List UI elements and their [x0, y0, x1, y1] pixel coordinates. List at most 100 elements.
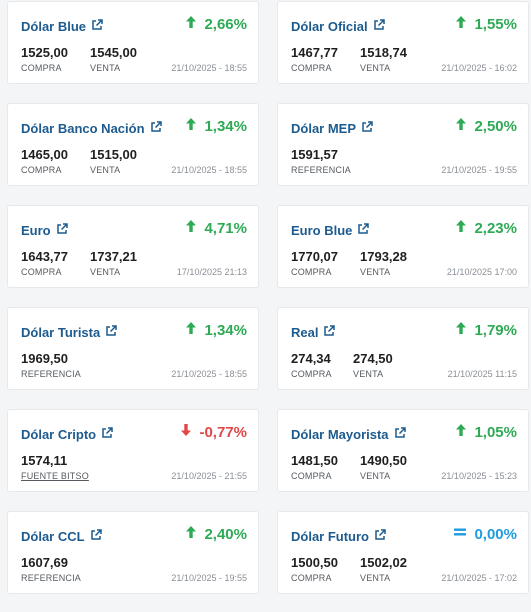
price-label: VENTA: [353, 369, 384, 379]
price-label: VENTA: [360, 573, 391, 583]
price-label: COMPRA: [291, 63, 332, 73]
quote-title: Dólar Blue: [21, 19, 87, 34]
external-link-icon: [352, 223, 370, 238]
price-label: VENTA: [90, 165, 121, 175]
price-value: 1502,02: [360, 555, 407, 570]
quote-title-link[interactable]: Dólar Blue: [21, 19, 103, 34]
price-label: REFERENCIA: [291, 165, 352, 175]
quote-title: Dólar Turista: [21, 325, 101, 340]
change-indicator: -0,77%: [180, 423, 247, 441]
update-date: 21/10/2025 11:15: [447, 369, 517, 379]
arrow-up-icon: [185, 117, 204, 135]
update-date: 21/10/2025 - 17:02: [441, 573, 517, 583]
quote-title: Euro Blue: [291, 223, 353, 238]
quote-title-link[interactable]: Dólar MEP: [291, 121, 373, 136]
quote-card-euro: Euro 4,71% 1643,77 COMPRA 1737,21 VENTA 17/10/…: [7, 205, 259, 288]
quote-card-dolar-mep: Dólar MEP 2,50% 1591,57 REFERENCIA 21/10/202…: [277, 103, 529, 186]
quote-title: Real: [291, 325, 319, 340]
quote-title-link[interactable]: Dólar Banco Nación: [21, 121, 162, 136]
price-label: VENTA: [360, 471, 391, 481]
change-indicator: 2,40%: [185, 525, 247, 543]
quote-card-real: Real 1,79% 274,34 COMPRA 274,50 VENTA 21/10/20…: [277, 307, 529, 390]
price-value: 274,34: [291, 351, 331, 366]
quote-card-dolar-cripto: Dólar Cripto -0,77% 1574,11 FUENTE BITSO 21/…: [7, 409, 259, 492]
price-value: 1643,77: [21, 249, 68, 264]
quote-title-link[interactable]: Dólar CCL: [21, 529, 102, 544]
change-indicator: 1,34%: [185, 321, 247, 339]
price-value: 1737,21: [90, 249, 137, 264]
change-percent: 0,00%: [474, 525, 517, 543]
price-label: REFERENCIA: [21, 369, 82, 379]
price-label: COMPRA: [291, 471, 332, 481]
price-label: COMPRA: [291, 573, 332, 583]
price-label: COMPRA: [291, 369, 332, 379]
quote-title-link[interactable]: Real: [291, 325, 336, 340]
update-date: 21/10/2025 - 15:23: [441, 471, 517, 481]
external-link-icon: [369, 529, 386, 544]
quote-card-dolar-mayorista: Dólar Mayorista 1,05% 1481,50 COMPRA 1490,50…: [277, 409, 529, 492]
arrow-up-icon: [185, 321, 204, 339]
quote-title: Dólar Oficial: [291, 19, 368, 34]
quote-title: Euro: [21, 223, 51, 238]
change-indicator: 2,50%: [455, 117, 517, 135]
arrow-up-icon: [455, 117, 474, 135]
update-date: 21/10/2025 - 18:55: [171, 165, 247, 175]
quote-title-link[interactable]: Dólar Turista: [21, 325, 117, 340]
change-indicator: 2,23%: [455, 219, 517, 237]
quote-card-dolar-blue: Dólar Blue 2,66% 1525,00 COMPRA 1545,00 VENTA…: [7, 1, 259, 84]
change-percent: 1,05%: [474, 423, 517, 441]
quote-card-dolar-oficial: Dólar Oficial 1,55% 1467,77 COMPRA 1518,74 VE…: [277, 1, 529, 84]
external-link-icon: [389, 427, 406, 442]
change-percent: 2,40%: [204, 525, 247, 543]
external-link-icon: [356, 121, 373, 136]
price-label: VENTA: [90, 63, 121, 73]
price-value: 1515,00: [90, 147, 137, 162]
price-value: 1969,50: [21, 351, 68, 366]
quote-card-dolar-futuro: Dólar Futuro 0,00% 1500,50 COMPRA 1502,02 VEN…: [277, 511, 529, 594]
quote-title-link[interactable]: Dólar Oficial: [291, 19, 385, 34]
change-indicator: 1,55%: [455, 15, 517, 33]
price-value: 274,50: [353, 351, 393, 366]
price-label: COMPRA: [291, 267, 332, 277]
quote-title-link[interactable]: Dólar Futuro: [291, 529, 386, 544]
change-percent: 2,23%: [474, 219, 517, 237]
quote-title: Dólar CCL: [21, 529, 85, 544]
quote-title: Dólar MEP: [291, 121, 357, 136]
external-link-icon: [318, 325, 336, 340]
change-indicator: 4,71%: [185, 219, 247, 237]
quote-title-link[interactable]: Dólar Cripto: [21, 427, 113, 442]
external-link-icon: [51, 223, 68, 238]
price-value: 1518,74: [360, 45, 407, 60]
update-date: 21/10/2025 - 16:02: [441, 63, 517, 73]
update-date: 21/10/2025 - 19:55: [441, 165, 517, 175]
update-date: 21/10/2025 - 18:55: [171, 63, 247, 73]
change-indicator: 0,00%: [453, 525, 517, 543]
quote-title: Dólar Banco Nación: [21, 121, 145, 136]
quote-title-link[interactable]: Dólar Mayorista: [291, 427, 406, 442]
quote-title-link[interactable]: Euro Blue: [291, 223, 370, 238]
quote-title: Dólar Cripto: [21, 427, 97, 442]
arrow-down-icon: [180, 423, 199, 441]
external-link-icon: [86, 19, 103, 34]
price-label: VENTA: [360, 63, 391, 73]
arrow-up-icon: [185, 219, 204, 237]
change-percent: 4,71%: [204, 219, 247, 237]
change-percent: 1,79%: [474, 321, 517, 339]
price-value: 1793,28: [360, 249, 407, 264]
price-value: 1465,00: [21, 147, 68, 162]
quote-title-link[interactable]: Euro: [21, 223, 68, 238]
arrow-up-icon: [185, 525, 204, 543]
change-indicator: 1,34%: [185, 117, 247, 135]
change-percent: 1,34%: [204, 117, 247, 135]
source-link[interactable]: FUENTE BITSO: [21, 471, 89, 481]
arrow-up-icon: [455, 423, 474, 441]
external-link-icon: [100, 325, 117, 340]
update-date: 21/10/2025 17:00: [446, 267, 517, 277]
price-label: REFERENCIA: [21, 573, 82, 583]
external-link-icon: [85, 529, 102, 544]
quote-card-dolar-banco-nacion: Dólar Banco Nación 1,34% 1465,00 COMPRA 1515…: [7, 103, 259, 186]
change-percent: 1,34%: [204, 321, 247, 339]
external-link-icon: [96, 427, 113, 442]
external-link-icon: [145, 121, 162, 136]
price-value: 1607,69: [21, 555, 68, 570]
